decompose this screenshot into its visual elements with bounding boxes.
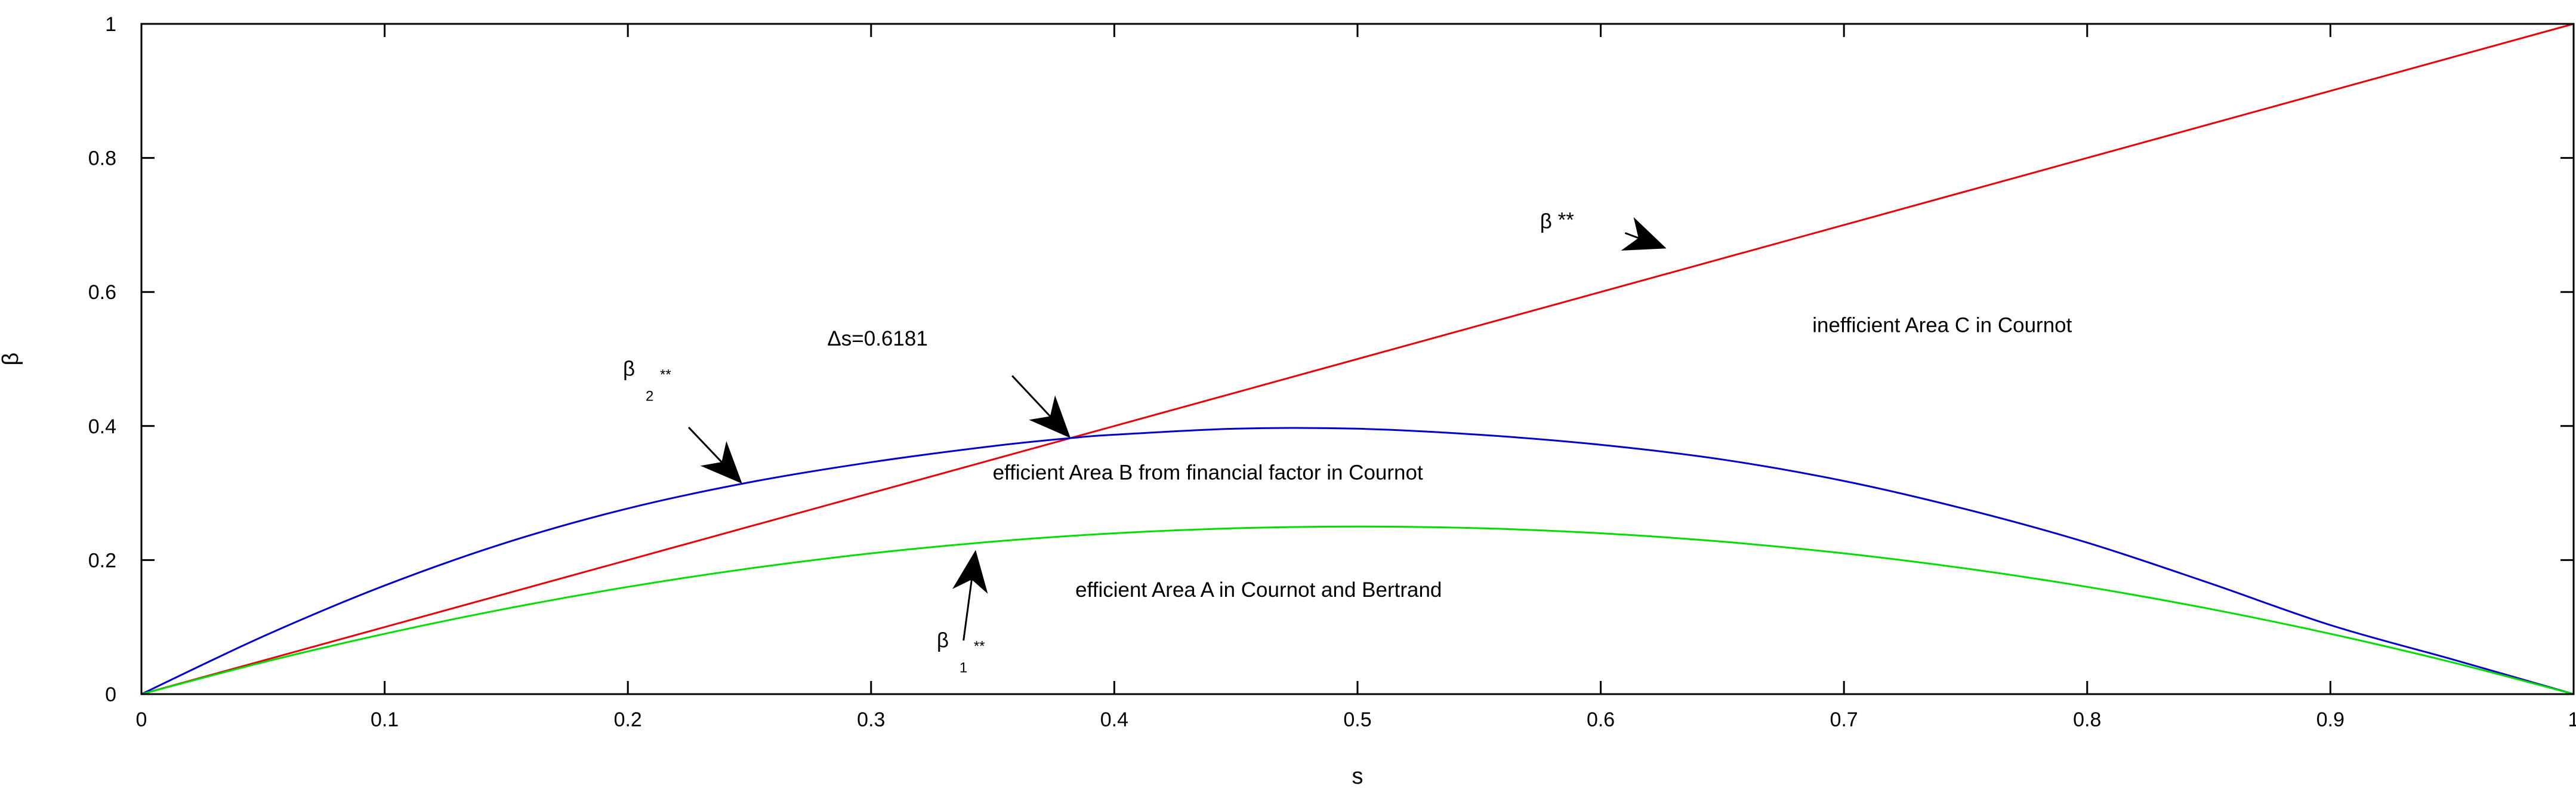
series-line-1 xyxy=(141,23,2574,695)
beta1-label-subscript: 1 xyxy=(960,660,967,676)
x-tick-label: 1 xyxy=(2568,708,2576,731)
x-tick-label: 0.2 xyxy=(614,708,642,731)
beta1-label-superscript: ** xyxy=(974,638,985,654)
series-line-2 xyxy=(141,427,2574,695)
arrow-beta-star-star-head xyxy=(1621,217,1667,251)
x-tick-label: 0.5 xyxy=(1343,708,1371,731)
x-tick-label: 0.7 xyxy=(1830,708,1858,731)
series-line-3 xyxy=(141,525,2574,695)
beta-star-star-label: β xyxy=(1540,210,1552,233)
annotation-arrows xyxy=(688,217,1667,641)
x-tick-label: 0.1 xyxy=(371,708,399,731)
y-tick-label: 0.8 xyxy=(88,147,116,170)
arrow-delta-s-shaft xyxy=(1011,375,1051,417)
y-tick-label: 0 xyxy=(105,683,116,706)
x-tick-label: 0.4 xyxy=(1100,708,1128,731)
x-tick-label: 0.9 xyxy=(2316,708,2344,731)
beta2-label-superscript: ** xyxy=(660,367,671,383)
beta1-label: β xyxy=(937,628,949,652)
area-b-label: efficient Area B from financial factor i… xyxy=(993,461,1423,485)
tick-labels: 0 0.1 0.2 0.3 0.4 0.5 0.6 0.7 0.8 0.9 1 0 0.2 0.4 0.6 0… xyxy=(88,13,2576,731)
arrow-beta2-head xyxy=(700,440,742,484)
beta2-label: β xyxy=(623,358,635,381)
arrow-beta1-head xyxy=(952,550,988,594)
y-tick-label: 1 xyxy=(105,13,116,36)
arrow-delta-s-head xyxy=(1029,395,1071,439)
y-tick-label: 0.2 xyxy=(88,549,116,572)
arrow-beta2-shaft xyxy=(688,427,723,463)
x-tick-label: 0.6 xyxy=(1587,708,1615,731)
beta-star-star-label-superscript: ** xyxy=(1558,209,1575,232)
x-tick-label: 0 xyxy=(136,708,147,731)
x-tick-label: 0.3 xyxy=(857,708,885,731)
y-axis-label: β xyxy=(0,353,23,366)
x-tick-label: 0.8 xyxy=(2073,708,2101,731)
arrow-beta1-shaft xyxy=(962,579,973,641)
tick-marks xyxy=(140,23,2575,695)
area-a-label: efficient Area A in Cournot and Bertrand xyxy=(1075,578,1442,602)
beta2-label-subscript: 2 xyxy=(646,389,653,405)
delta-s-label: Δs=0.6181 xyxy=(827,327,927,350)
arrow-beta-star-star-shaft xyxy=(1624,232,1639,239)
area-c-label: inefficient Area C in Cournot xyxy=(1812,314,2072,337)
x-axis-label: s xyxy=(1352,764,1363,789)
y-tick-label: 0.4 xyxy=(88,415,116,438)
y-tick-label: 0.6 xyxy=(88,281,116,304)
plot-curves xyxy=(141,23,2574,695)
